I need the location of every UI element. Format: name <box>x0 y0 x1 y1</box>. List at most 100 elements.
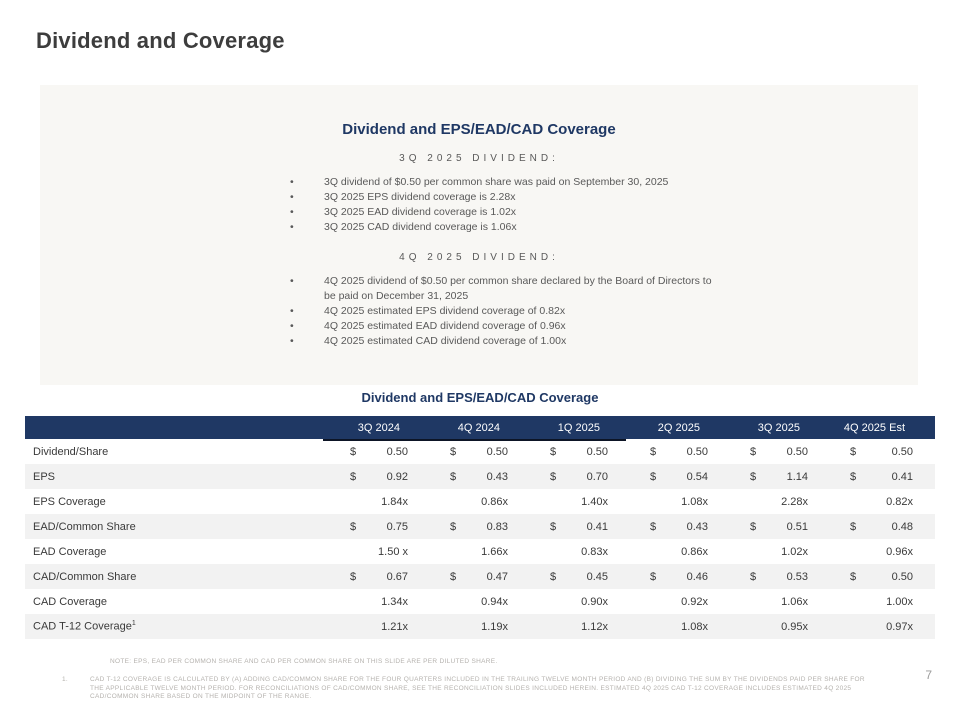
table-cell: $0.92 <box>330 464 430 489</box>
table-row-ead-common-share: EAD/Common Share $0.75 $0.83 $0.41 $0.43… <box>25 514 935 539</box>
cell-value: 0.43 <box>486 470 508 483</box>
cell-value: 0.46 <box>686 570 708 583</box>
footnote-1: 1. CAD T-12 COVERAGE IS CALCULATED BY (A… <box>62 676 874 702</box>
table-cell: 0.96x <box>830 539 935 564</box>
table-header-3q-2025: 3Q 2025 <box>730 416 830 439</box>
row-label: Dividend/Share <box>33 445 109 458</box>
cell-value: 0.48 <box>891 520 913 533</box>
currency-symbol: $ <box>350 470 357 483</box>
currency-symbol: $ <box>550 470 557 483</box>
cell-value: 0.96x <box>886 545 913 558</box>
subheading-4q-2025-dividend: 4Q 2025 DIVIDEND: <box>399 252 559 263</box>
table-cell: 1.08x <box>630 489 730 514</box>
row-label-text: CAD T-12 Coverage <box>33 620 132 633</box>
currency-symbol: $ <box>850 520 857 533</box>
table-row-cad-t12-coverage: CAD T-12 Coverage1 1.21x 1.19x 1.12x 1.0… <box>25 614 935 639</box>
currency-symbol: $ <box>350 445 357 458</box>
table-cell: 1.21x <box>330 614 430 639</box>
currency-symbol: $ <box>450 570 457 583</box>
cell-value: 1.21x <box>381 620 408 633</box>
cell-value: 0.50 <box>686 445 708 458</box>
cell-value: 1.66x <box>481 545 508 558</box>
cell-value: 1.34x <box>381 595 408 608</box>
panel-heading: Dividend and EPS/EAD/CAD Coverage <box>342 121 616 138</box>
table-cell: $0.50 <box>630 439 730 464</box>
cell-value: 1.84x <box>381 495 408 508</box>
cell-value: 1.00x <box>886 595 913 608</box>
bullet-item: 3Q 2025 EAD dividend coverage is 1.02x <box>288 205 726 220</box>
currency-symbol: $ <box>450 520 457 533</box>
table-cell: 1.66x <box>430 539 530 564</box>
table-header-3q-2024: 3Q 2024 <box>330 416 430 439</box>
cell-value: 1.19x <box>481 620 508 633</box>
table-cell: $0.54 <box>630 464 730 489</box>
header-underline <box>323 439 626 441</box>
slide-title: Dividend and Coverage <box>36 28 285 53</box>
row-label: CAD Coverage <box>33 595 107 608</box>
table-row-eps-coverage: EPS Coverage 1.84x 0.86x 1.40x 1.08x 2.2… <box>25 489 935 514</box>
cell-value: 0.50 <box>786 445 808 458</box>
footnote-marker: 1 <box>131 620 136 628</box>
cell-value: 0.50 <box>891 570 913 583</box>
coverage-table: 3Q 2024 4Q 2024 1Q 2025 2Q 2025 3Q 2025 … <box>25 416 935 639</box>
table-cell: 1.08x <box>630 614 730 639</box>
cell-value: 0.92 <box>386 470 408 483</box>
table-cell: $0.75 <box>330 514 430 539</box>
bullet-item: 3Q dividend of $0.50 per common share wa… <box>288 175 726 190</box>
cell-value: 0.43 <box>686 520 708 533</box>
table-cell: 0.90x <box>530 589 630 614</box>
cell-value: 0.53 <box>786 570 808 583</box>
cell-value: 0.51 <box>786 520 808 533</box>
subheading-3q-2025-dividend: 3Q 2025 DIVIDEND: <box>399 153 559 164</box>
dividend-summary-panel: Dividend and EPS/EAD/CAD Coverage 3Q 202… <box>40 85 918 385</box>
table-row-eps: EPS $0.92 $0.43 $0.70 $0.54 $1.14 $0.41 <box>25 464 935 489</box>
table-cell: $0.50 <box>330 439 430 464</box>
table-header-blank <box>25 416 330 439</box>
table-cell: $0.41 <box>530 514 630 539</box>
table-cell: $0.67 <box>330 564 430 589</box>
table-cell: $0.45 <box>530 564 630 589</box>
table-cell: 0.82x <box>830 489 935 514</box>
cell-value: 0.94x <box>481 595 508 608</box>
bullet-item: 3Q 2025 CAD dividend coverage is 1.06x <box>288 220 726 235</box>
cell-value: 0.70 <box>586 470 608 483</box>
page-number: 7 <box>925 668 932 682</box>
table-row-dividend-share: Dividend/Share $0.50 $0.50 $0.50 $0.50 $… <box>25 439 935 464</box>
cell-value: 0.50 <box>586 445 608 458</box>
cell-value: 0.75 <box>386 520 408 533</box>
table-cell: 1.19x <box>430 614 530 639</box>
cell-value: 1.02x <box>781 545 808 558</box>
table-cell: $0.51 <box>730 514 830 539</box>
bullet-item: 4Q 2025 estimated EPS dividend coverage … <box>288 304 726 319</box>
cell-value: 1.08x <box>681 495 708 508</box>
cell-value: 0.41 <box>891 470 913 483</box>
currency-symbol: $ <box>550 445 557 458</box>
currency-symbol: $ <box>750 445 757 458</box>
currency-symbol: $ <box>650 445 657 458</box>
cell-value: 1.14 <box>786 470 808 483</box>
table-cell: $0.43 <box>430 464 530 489</box>
cell-value: 0.95x <box>781 620 808 633</box>
bullet-list-4q-2025: 4Q 2025 dividend of $0.50 per common sha… <box>288 274 726 349</box>
table-header-4q-2024: 4Q 2024 <box>430 416 530 439</box>
table-row-ead-coverage: EAD Coverage 1.50 x 1.66x 0.83x 0.86x 1.… <box>25 539 935 564</box>
cell-value: 1.08x <box>681 620 708 633</box>
currency-symbol: $ <box>750 470 757 483</box>
cell-value: 0.82x <box>886 495 913 508</box>
table-cell: $0.43 <box>630 514 730 539</box>
coverage-table-wrap: 3Q 2024 4Q 2024 1Q 2025 2Q 2025 3Q 2025 … <box>25 416 935 639</box>
table-cell: $0.48 <box>830 514 935 539</box>
bullet-item: 3Q 2025 EPS dividend coverage is 2.28x <box>288 190 726 205</box>
table-cell: 0.97x <box>830 614 935 639</box>
cell-value: 0.92x <box>681 595 708 608</box>
table-cell: $0.50 <box>730 439 830 464</box>
row-label: EAD Coverage <box>33 545 107 558</box>
table-cell: $0.50 <box>830 439 935 464</box>
table-title: Dividend and EPS/EAD/CAD Coverage <box>361 390 599 405</box>
table-cell: $0.50 <box>430 439 530 464</box>
table-cell: 1.00x <box>830 589 935 614</box>
currency-symbol: $ <box>850 570 857 583</box>
row-label: EPS <box>33 470 56 483</box>
table-cell: 0.94x <box>430 589 530 614</box>
table-cell: $0.50 <box>530 439 630 464</box>
